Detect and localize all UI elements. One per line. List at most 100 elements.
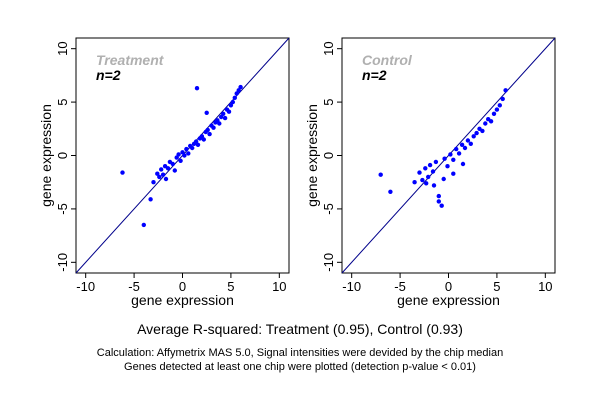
group-label: Treatment [96,52,165,68]
data-point [439,203,444,208]
data-point [497,103,502,108]
data-point [165,166,171,171]
data-point [474,130,479,136]
data-point [459,142,465,147]
data-point [193,139,199,144]
detection-note: Genes detected at least one chip were pl… [124,361,476,373]
y-tick-label: -10 [321,253,336,272]
data-point [445,164,450,169]
y-tick-label: 10 [321,41,336,55]
data-point [219,114,224,120]
data-point [141,222,146,228]
y-tick-label: -10 [55,253,70,272]
data-point [186,151,191,156]
data-point [205,127,210,133]
data-point [155,171,160,176]
data-point [423,166,428,171]
y-tick-label: -5 [55,203,70,215]
y-tick-label: 0 [55,152,70,159]
x-axis-label: gene expression [131,292,234,308]
data-point [160,172,166,177]
r-squared-summary: Average R-squared: Treatment (0.95), Con… [137,321,463,337]
data-point [176,152,181,157]
data-point [190,145,195,151]
data-point [491,111,497,117]
data-point [424,181,429,186]
data-point [465,138,471,143]
data-point [480,128,485,134]
data-point [222,115,228,121]
x-tick-label: 10 [538,279,552,294]
data-point [228,103,234,108]
data-point [194,86,200,91]
x-tick-label: 0 [445,279,452,294]
data-point [178,158,183,163]
data-point [148,197,153,202]
data-point [157,174,162,180]
data-point [488,119,494,124]
data-point [226,109,232,114]
data-point [378,172,383,177]
data-point [159,167,164,172]
data-point [451,157,456,162]
data-point [232,95,237,101]
data-point [430,169,436,174]
data-point [417,170,422,175]
data-point [442,156,447,161]
y-tick-label: 0 [321,152,336,159]
data-point [427,162,433,168]
y-tick-label: 10 [55,41,70,55]
data-point [388,189,393,194]
y-tick-label: 5 [321,98,336,105]
data-point [236,88,241,93]
data-point [215,118,220,123]
data-point [234,91,239,96]
data-point [120,170,125,175]
data-point [456,151,462,156]
x-tick-label: 5 [493,279,500,294]
data-point [170,161,175,167]
data-point [163,176,169,182]
data-point [184,146,189,152]
x-tick-label: -5 [128,279,140,294]
data-point [433,159,439,165]
x-tick-label: 5 [227,279,234,294]
data-point [182,153,187,158]
data-point [207,131,212,137]
x-tick-label: 10 [272,279,286,294]
scatter-panel-treatment: -10 -5 0 5 10 -10 -5 0 5 10 gene expression gene ex… [38,37,290,308]
data-point [494,107,500,112]
x-tick-label: 0 [179,279,186,294]
data-point [503,88,508,93]
data-point [441,176,446,182]
y-axis-label: gene expression [38,104,54,207]
calculation-note: Calculation: Affymetrix MAS 5.0, Signal … [96,347,504,359]
data-point [451,171,456,176]
x-axis-label: gene expression [397,292,500,308]
data-point [460,161,466,167]
data-point [462,145,468,151]
group-label: Control [362,52,413,68]
data-point [454,146,459,152]
data-point [483,121,488,126]
data-point [448,152,453,157]
data-point [436,199,441,204]
data-point [420,177,425,183]
x-tick-label: -10 [342,279,361,294]
data-point [471,134,476,139]
data-point [172,168,177,173]
scatter-panel-control: -10 -5 0 5 10 -10 -5 0 5 10 gene expression gene ex… [304,37,556,308]
y-tick-label: 5 [55,98,70,105]
sample-size-label: n=2 [362,67,387,83]
data-point [412,180,417,185]
data-point [431,183,437,188]
data-point [151,180,156,185]
data-point [436,193,441,199]
data-point [238,84,243,90]
y-tick-label: -5 [321,203,336,215]
data-point [180,150,185,155]
y-axis-label: gene expression [304,104,320,207]
data-point [195,142,201,147]
chart-svg: -10 -5 0 5 10 -10 -5 0 5 10 gene expression gene ex… [38,37,556,308]
